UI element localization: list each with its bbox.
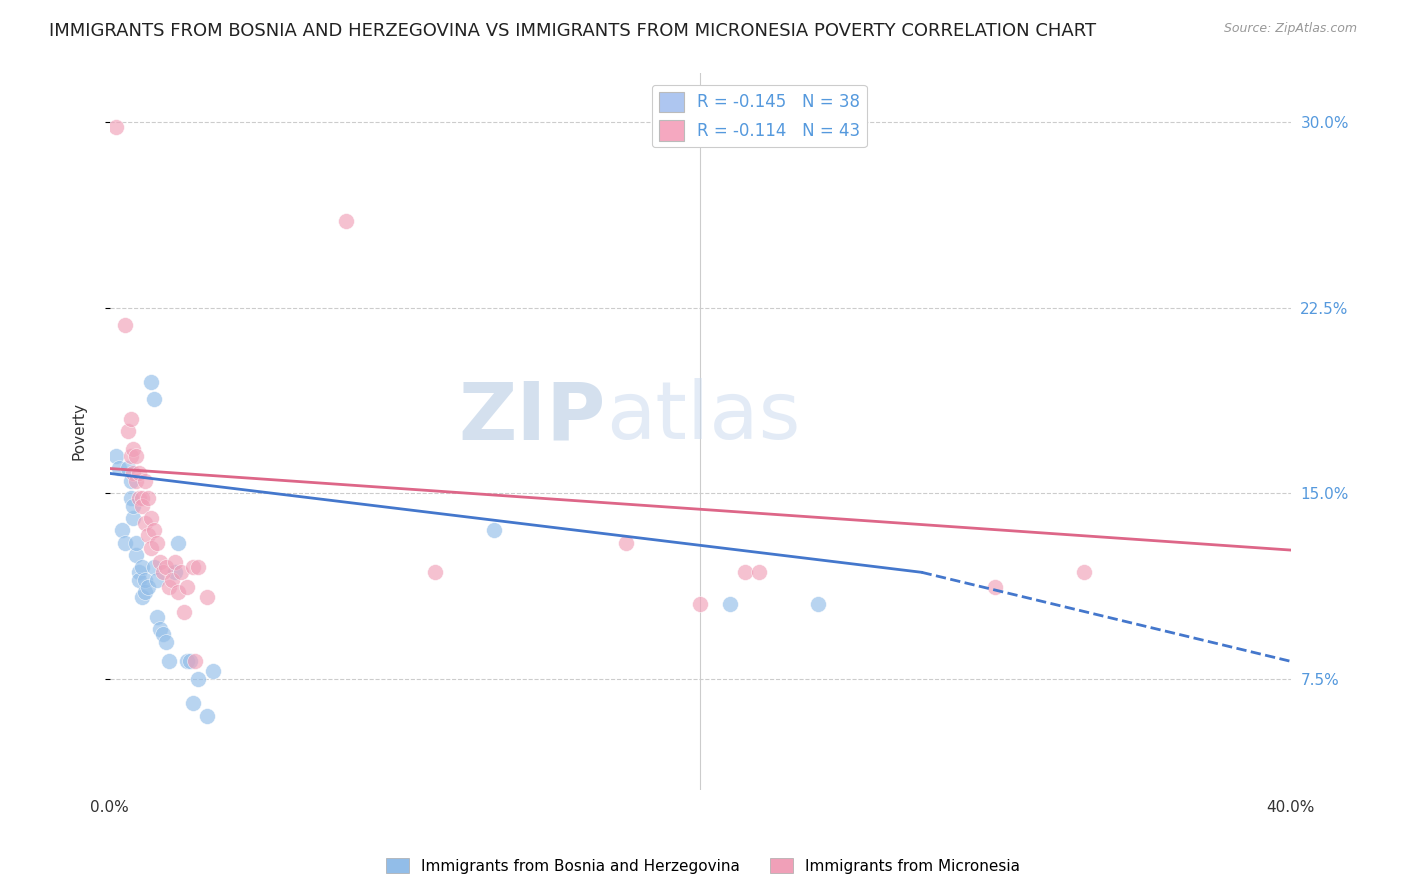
Point xyxy=(125,535,148,549)
Point xyxy=(166,535,188,549)
Point xyxy=(149,556,172,570)
Point xyxy=(184,654,207,668)
Point xyxy=(134,474,156,488)
Point xyxy=(187,560,209,574)
Point xyxy=(748,566,770,580)
Point xyxy=(149,622,172,636)
Point xyxy=(114,535,136,549)
Point xyxy=(122,499,145,513)
Point xyxy=(104,449,127,463)
Point xyxy=(195,590,218,604)
Point xyxy=(128,566,150,580)
Point xyxy=(136,580,159,594)
Point xyxy=(181,696,204,710)
Point xyxy=(131,590,153,604)
Point xyxy=(122,511,145,525)
Point xyxy=(117,461,139,475)
Point xyxy=(128,491,150,505)
Point xyxy=(141,511,163,525)
Text: ZIP: ZIP xyxy=(458,378,606,456)
Point xyxy=(176,580,198,594)
Point xyxy=(134,516,156,530)
Point xyxy=(141,375,163,389)
Point xyxy=(202,664,225,678)
Point xyxy=(179,654,201,668)
Point xyxy=(136,528,159,542)
Point xyxy=(718,598,741,612)
Point xyxy=(173,605,195,619)
Point xyxy=(984,580,1007,594)
Point xyxy=(131,491,153,505)
Point xyxy=(155,560,177,574)
Point xyxy=(131,499,153,513)
Point xyxy=(166,585,188,599)
Point xyxy=(689,598,711,612)
Point xyxy=(136,491,159,505)
Point xyxy=(146,573,169,587)
Point xyxy=(143,392,166,407)
Point xyxy=(423,566,446,580)
Point xyxy=(170,566,193,580)
Point xyxy=(122,442,145,456)
Legend: Immigrants from Bosnia and Herzegovina, Immigrants from Micronesia: Immigrants from Bosnia and Herzegovina, … xyxy=(380,852,1026,880)
Legend: R = -0.145   N = 38, R = -0.114   N = 43: R = -0.145 N = 38, R = -0.114 N = 43 xyxy=(652,85,866,147)
Point xyxy=(146,535,169,549)
Point xyxy=(157,580,180,594)
Point xyxy=(187,672,209,686)
Point xyxy=(125,548,148,562)
Point xyxy=(143,523,166,537)
Point xyxy=(131,560,153,574)
Point xyxy=(120,474,142,488)
Point xyxy=(122,467,145,481)
Point xyxy=(195,708,218,723)
Point xyxy=(107,461,129,475)
Point xyxy=(163,556,186,570)
Point xyxy=(143,560,166,574)
Point xyxy=(120,412,142,426)
Point xyxy=(181,560,204,574)
Point xyxy=(125,449,148,463)
Point xyxy=(146,609,169,624)
Point xyxy=(155,634,177,648)
Point xyxy=(114,318,136,332)
Point xyxy=(1073,566,1095,580)
Point xyxy=(128,467,150,481)
Point xyxy=(482,523,505,537)
Point xyxy=(152,627,174,641)
Point xyxy=(134,573,156,587)
Point xyxy=(176,654,198,668)
Point xyxy=(104,120,127,135)
Point xyxy=(616,535,638,549)
Point xyxy=(157,654,180,668)
Text: Source: ZipAtlas.com: Source: ZipAtlas.com xyxy=(1223,22,1357,36)
Point xyxy=(125,474,148,488)
Point xyxy=(128,573,150,587)
Point xyxy=(807,598,830,612)
Point xyxy=(152,566,174,580)
Point xyxy=(120,491,142,505)
Text: IMMIGRANTS FROM BOSNIA AND HERZEGOVINA VS IMMIGRANTS FROM MICRONESIA POVERTY COR: IMMIGRANTS FROM BOSNIA AND HERZEGOVINA V… xyxy=(49,22,1097,40)
Y-axis label: Poverty: Poverty xyxy=(72,402,86,460)
Point xyxy=(111,523,134,537)
Point xyxy=(120,449,142,463)
Point xyxy=(160,573,183,587)
Point xyxy=(117,425,139,439)
Point xyxy=(163,566,186,580)
Point xyxy=(141,541,163,555)
Text: atlas: atlas xyxy=(606,378,800,456)
Point xyxy=(335,214,357,228)
Point xyxy=(134,585,156,599)
Point xyxy=(734,566,756,580)
